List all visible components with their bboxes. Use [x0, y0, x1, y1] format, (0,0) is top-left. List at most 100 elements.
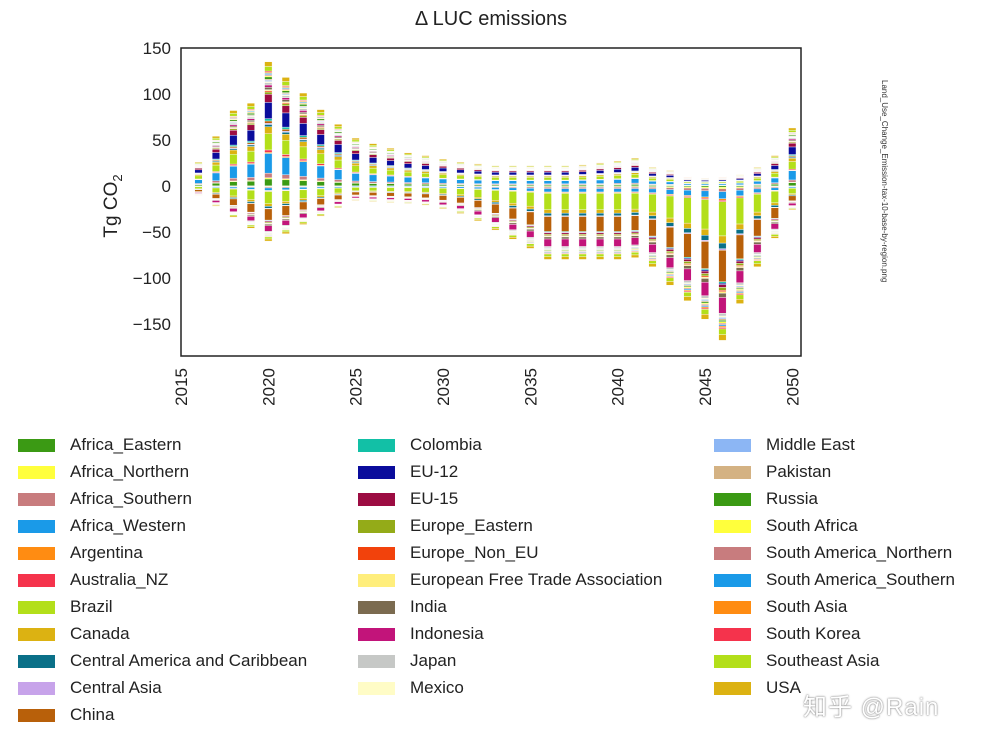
legend-label: Japan: [410, 651, 457, 670]
bar-segment: [299, 158, 308, 161]
bar-segment: [631, 158, 640, 160]
bar-segment: [404, 187, 412, 192]
bar-segment: [369, 174, 378, 182]
bar-segment: [683, 259, 692, 262]
bar-segment: [246, 187, 255, 190]
bar-segment: [508, 237, 517, 240]
bar-segment: [264, 236, 273, 240]
legend-item: Central America and Caribbean: [18, 648, 307, 674]
bar-segment: [735, 234, 744, 260]
bar-segment: [683, 280, 692, 283]
bar-segment: [264, 102, 273, 119]
legend-swatch: [714, 492, 751, 506]
bar-segment: [316, 145, 325, 148]
bar-segment: [770, 177, 779, 183]
bar-segment: [281, 179, 290, 187]
bar-segment: [369, 181, 378, 184]
bar-segment: [788, 158, 797, 162]
bar-segment: [543, 187, 552, 189]
bar-segment: [753, 237, 762, 240]
bar-segment: [700, 235, 709, 241]
bar-segment: [386, 183, 395, 187]
bar-segment: [229, 123, 238, 125]
legend-item: South Korea: [714, 621, 861, 647]
legend-label: EU-15: [410, 489, 459, 508]
legend-swatch: [18, 573, 55, 587]
legend-swatch: [18, 600, 55, 614]
bar-segment: [596, 209, 605, 214]
bar-segment: [299, 189, 308, 199]
bar-segment: [299, 92, 308, 97]
bar-segment: [369, 200, 378, 202]
bar-segment: [788, 208, 797, 211]
bar-segment: [299, 198, 308, 201]
bar-segment: [508, 224, 517, 231]
bar-segment: [194, 161, 203, 164]
x-tick-label: 2025: [347, 368, 366, 406]
bar-segment: [334, 144, 343, 153]
bar-segment: [264, 126, 273, 134]
bar-segment: [299, 201, 308, 211]
bar-segment: [666, 187, 674, 190]
bar-segment: [491, 217, 500, 223]
bar-segment: [631, 235, 640, 238]
bar-segment: [631, 174, 640, 179]
bar-segment: [596, 162, 605, 164]
bar-segment: [718, 321, 727, 324]
bar-segment: [753, 188, 762, 193]
bar-segment: [299, 187, 308, 190]
bar-segment: [561, 180, 570, 185]
bar-segment: [578, 234, 587, 236]
bar-segment: [404, 171, 412, 177]
bar-segment: [788, 146, 797, 155]
bar-segment: [718, 291, 727, 294]
y-tick-label: 50: [152, 131, 171, 150]
bar-segment: [578, 164, 587, 166]
bar-segment: [700, 190, 709, 198]
bar-segment: [561, 253, 570, 257]
bar-segment: [508, 202, 517, 206]
bar-segment: [543, 238, 552, 247]
bar-segment: [229, 110, 238, 114]
bar-segment: [683, 292, 692, 297]
bar-segment: [229, 124, 238, 127]
bar-segment: [246, 113, 255, 115]
legend-item: EU-12: [358, 459, 458, 485]
legend-swatch: [18, 546, 55, 560]
bar-segment: [788, 142, 797, 148]
bar-segment: [613, 253, 622, 257]
legend-label: Africa_Western: [70, 516, 186, 535]
legend-label: Pakistan: [766, 462, 832, 481]
bar-segment: [613, 160, 622, 163]
bar-segment: [421, 187, 430, 193]
x-tick-label: 2020: [259, 368, 278, 406]
bar-segment: [788, 161, 797, 170]
bar-segment: [666, 277, 674, 282]
bar-segment: [561, 209, 570, 214]
bar-segment: [578, 171, 587, 175]
bar-segment: [770, 222, 779, 224]
bar-segment: [211, 172, 220, 182]
bar-segment: [351, 162, 360, 167]
bar-segment: [508, 172, 517, 176]
bar-segment: [596, 176, 605, 180]
bar-segment: [211, 194, 220, 199]
bar-segment: [264, 124, 273, 127]
bar-segment: [683, 261, 692, 264]
bar-segment: [683, 187, 692, 191]
bar-segment: [456, 168, 465, 171]
x-tick-label: 2050: [783, 368, 802, 406]
legend-item: Argentina: [18, 540, 143, 566]
bar-segment: [718, 290, 727, 292]
bar-segment: [473, 200, 482, 208]
bar-segment: [246, 119, 255, 122]
legend-swatch: [18, 654, 55, 668]
legend-item: India: [358, 594, 447, 620]
bar-segment: [508, 222, 517, 225]
legend-swatch: [358, 438, 395, 452]
bar-segment: [508, 205, 517, 208]
bar-segment: [526, 188, 535, 192]
bar-segment: [718, 334, 727, 341]
bar-segment: [264, 133, 273, 151]
bar-segment: [735, 181, 744, 183]
